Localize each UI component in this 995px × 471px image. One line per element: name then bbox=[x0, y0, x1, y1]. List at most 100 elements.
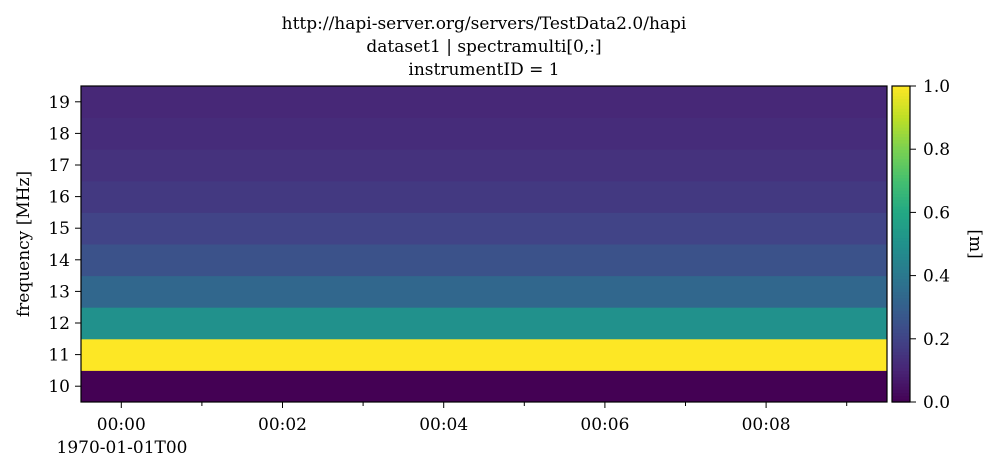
colorbar-segment bbox=[892, 158, 910, 163]
y-axis-label: frequency [MHz] bbox=[14, 171, 34, 317]
y-tick-label: 13 bbox=[48, 282, 70, 302]
x-tick-label: 00:06 bbox=[580, 415, 629, 435]
colorbar-segment bbox=[892, 237, 910, 242]
colorbar-segment bbox=[892, 357, 910, 362]
colorbar-segment bbox=[892, 114, 910, 119]
colorbar-segment bbox=[892, 187, 910, 191]
heatmap-cell-11mhz bbox=[81, 338, 887, 371]
colorbar-segment bbox=[892, 250, 910, 255]
colorbar-segment bbox=[892, 127, 910, 131]
colorbar-segment bbox=[892, 133, 910, 138]
colorbar-segment bbox=[892, 136, 910, 141]
colorbar-frame bbox=[891, 85, 911, 403]
y-tick-label: 17 bbox=[48, 156, 70, 176]
colorbar-segment bbox=[892, 294, 910, 299]
colorbar-segment bbox=[892, 130, 910, 134]
colorbar-segment bbox=[892, 376, 910, 381]
colorbar-segment bbox=[892, 231, 910, 236]
colorbar-segment bbox=[892, 174, 910, 179]
heatmap-cell-13mhz bbox=[81, 275, 887, 308]
colorbar-segment bbox=[892, 206, 910, 210]
colorbar-segment bbox=[892, 89, 910, 93]
y-tick-label: 14 bbox=[48, 251, 70, 271]
colorbar-segment bbox=[892, 398, 910, 403]
colorbar-segment bbox=[892, 152, 910, 157]
colorbar-segment bbox=[892, 383, 910, 387]
title-line-2: dataset1 | spectramulti[0,:] bbox=[366, 37, 601, 57]
colorbar-segment bbox=[892, 149, 910, 153]
heatmap-cell-15mhz bbox=[81, 212, 887, 245]
x-tick-label: 00:00 bbox=[97, 415, 146, 435]
colorbar-segment bbox=[892, 139, 910, 144]
colorbar-label: [m] bbox=[965, 229, 985, 258]
colorbar-segment bbox=[892, 215, 910, 220]
colorbar-segment bbox=[892, 111, 910, 116]
colorbar-segment bbox=[892, 351, 910, 356]
colorbar-segment bbox=[892, 146, 910, 150]
title-line-3: instrumentID = 1 bbox=[408, 60, 559, 80]
colorbar-segment bbox=[892, 262, 910, 267]
colorbar-segment bbox=[892, 234, 910, 239]
y-tick-label: 16 bbox=[48, 188, 70, 208]
colorbar-segment bbox=[892, 389, 910, 394]
colorbar-tick-label: 0.2 bbox=[923, 330, 950, 350]
colorbar-segment bbox=[892, 199, 910, 204]
y-tick-label: 18 bbox=[48, 124, 70, 144]
colorbar-segment bbox=[892, 142, 910, 147]
colorbar-segment bbox=[892, 155, 910, 160]
colorbar-segment bbox=[892, 319, 910, 324]
colorbar-segment bbox=[892, 291, 910, 296]
colorbar-segment bbox=[892, 275, 910, 280]
colorbar-segment bbox=[892, 98, 910, 103]
colorbar-segment bbox=[892, 288, 910, 292]
heatmap-cell-12mhz bbox=[81, 307, 887, 340]
colorbar-segment bbox=[892, 168, 910, 172]
colorbar-segment bbox=[892, 269, 910, 274]
colorbar-segment bbox=[892, 300, 910, 305]
colorbar-segment bbox=[892, 225, 910, 229]
colorbar-segment bbox=[892, 247, 910, 251]
colorbar-segment bbox=[892, 379, 910, 384]
colorbar-segment bbox=[892, 281, 910, 286]
colorbar-segment bbox=[892, 165, 910, 169]
colorbar-segment bbox=[892, 345, 910, 349]
colorbar-segment bbox=[892, 101, 910, 106]
y-axis: 10 11 12 13 14 15 16 17 18 19 bbox=[48, 93, 81, 397]
colorbar-segment bbox=[892, 108, 910, 112]
colorbar-segment bbox=[892, 221, 910, 226]
colorbar-tick-label: 1.0 bbox=[923, 77, 950, 97]
colorbar-segment bbox=[892, 297, 910, 302]
colorbar-segment bbox=[892, 367, 910, 371]
heatmap-cells bbox=[81, 86, 887, 403]
colorbar-segment bbox=[892, 244, 910, 248]
colorbar-segment bbox=[892, 161, 910, 166]
colorbar-segment bbox=[892, 360, 910, 365]
colorbar-segment bbox=[892, 117, 910, 122]
colorbar-segment bbox=[892, 177, 910, 182]
colorbar-segment bbox=[892, 120, 910, 125]
heatmap-cell-10mhz bbox=[81, 370, 887, 403]
colorbar-segment bbox=[892, 228, 910, 232]
colorbar-segment bbox=[892, 256, 910, 261]
heatmap-cell-18mhz bbox=[81, 117, 887, 150]
colorbar-segment bbox=[892, 354, 910, 359]
colorbar-segment bbox=[892, 323, 910, 327]
colorbar-segment bbox=[892, 196, 910, 201]
colorbar-segment bbox=[892, 332, 910, 337]
colorbar-segment bbox=[892, 341, 910, 346]
colorbar-segment bbox=[892, 190, 910, 195]
colorbar-segment bbox=[892, 253, 910, 258]
y-tick-label: 10 bbox=[48, 377, 70, 397]
x-tick-label: 00:04 bbox=[419, 415, 468, 435]
colorbar-tick-label: 0.4 bbox=[923, 267, 950, 287]
x-axis-offset-label: 1970-01-01T00 bbox=[57, 438, 188, 458]
colorbar-segment bbox=[892, 212, 910, 217]
colorbar-segment bbox=[892, 218, 910, 223]
y-tick-label: 19 bbox=[48, 93, 70, 113]
colorbar-segment bbox=[892, 278, 910, 283]
colorbar-tick-label: 0.6 bbox=[923, 203, 950, 223]
colorbar-segment bbox=[892, 209, 910, 213]
heatmap-cell-14mhz bbox=[81, 244, 887, 277]
colorbar-segment bbox=[892, 316, 910, 321]
